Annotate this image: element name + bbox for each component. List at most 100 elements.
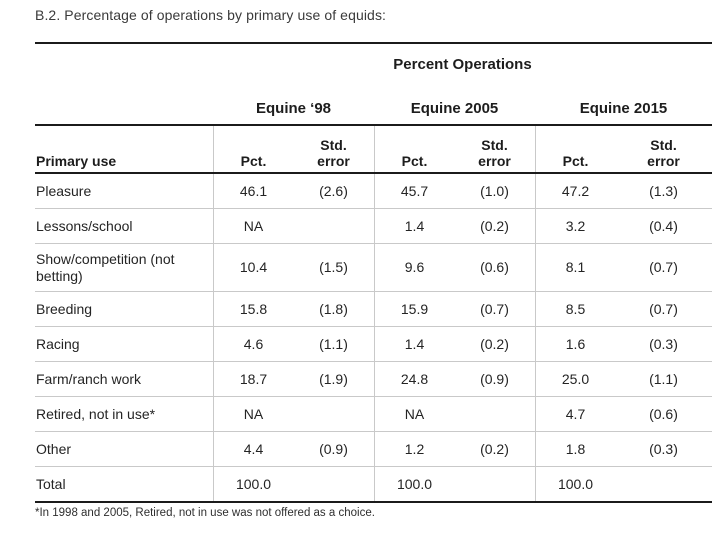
year-header-equine-98: Equine ‘98 [255,100,332,117]
std-label: Std. [650,136,677,153]
column-header-row: Primary use Pct. Std. error Pct. Std. er… [35,126,712,172]
error-label: error [478,152,511,169]
pct-cell: 8.5 [535,292,615,327]
year-header-row: Equine ‘98 Equine 2005 Equine 2015 [35,84,712,124]
std-error-header-98: Std. error [293,126,374,172]
pct-cell: 47.2 [535,174,615,208]
year-header-equine-2005: Equine 2005 [410,100,499,117]
std-error-cell: (0.7) [649,259,678,276]
std-error-cell: (0.6) [480,259,509,276]
pct-cell: 4.6 [213,327,293,362]
table-caption: B.2. Percentage of operations by primary… [35,7,387,23]
std-error-cell [293,397,374,431]
table-row: Other 4.4 (0.9) 1.2 (0.2) 1.8 (0.3) [35,432,712,468]
pct-cell: 100.0 [374,467,454,502]
year-header-equine-2015: Equine 2015 [579,100,668,117]
std-error-cell: (0.9) [319,440,348,457]
std-error-cell: (0.3) [649,440,678,457]
primary-use-header: Primary use [36,152,117,169]
table-row: Show/competition (not betting) 10.4 (1.5) 9… [35,244,712,293]
row-label: Farm/ranch work [36,370,142,387]
std-label: Std. [320,136,347,153]
std-error-cell: (1.8) [319,300,348,317]
table-body: Pleasure 46.1 (2.6) 45.7 (1.0) 47.2 (1.3) Lesso… [35,174,712,502]
pct-cell: 1.8 [535,432,615,467]
row-label: Racing [36,335,80,352]
pct-cell: 10.4 [213,244,293,292]
std-error-cell: (0.2) [480,440,509,457]
std-error-cell [454,397,535,431]
row-label: Total [36,475,66,492]
pct-cell: 45.7 [374,174,454,208]
std-error-cell: (1.1) [649,370,678,387]
table-row: Breeding 15.8 (1.8) 15.9 (0.7) 8.5 (0.7) [35,292,712,328]
table-row: Racing 4.6 (1.1) 1.4 (0.2) 1.6 (0.3) [35,327,712,363]
pct-cell: 4.7 [535,397,615,432]
pct-cell: NA [213,209,293,243]
row-label: Lessons/school [36,217,133,234]
footnote: *In 1998 and 2005, Retired, not in use w… [35,507,375,520]
pct-cell: 8.1 [535,244,615,292]
pct-cell: 15.8 [213,292,293,327]
pct-cell: 46.1 [213,174,293,208]
table-row: Lessons/school NA 1.4 (0.2) 3.2 (0.4) [35,209,712,244]
error-label: error [647,152,680,169]
percent-operations-header: Percent Operations [393,55,532,73]
bottom-rule [35,501,712,504]
table-row: Total 100.0 100.0 100.0 [35,467,712,502]
spanner-row: Percent Operations [35,44,712,84]
table-row: Pleasure 46.1 (2.6) 45.7 (1.0) 47.2 (1.3) [35,174,712,209]
pct-cell: 100.0 [535,467,615,502]
pct-cell: 9.6 [374,244,454,292]
std-error-cell: (2.6) [319,182,348,199]
std-error-header-2015: Std. error [615,126,712,172]
std-error-cell [454,467,535,501]
table-row: Retired, not in use* NA NA 4.7 (0.6) [35,397,712,433]
error-label: error [317,152,350,169]
table-row: Farm/ranch work 18.7 (1.9) 24.8 (0.9) 25.0 (1.… [35,362,712,398]
std-label: Std. [481,136,508,153]
row-label: Pleasure [36,182,92,199]
std-error-cell: (0.3) [649,335,678,352]
row-label: Other [36,440,72,457]
pct-cell: 25.0 [535,362,615,397]
pct-cell: NA [374,397,454,432]
pct-header-2015: Pct. [535,126,615,172]
row-label: Show/competition (not betting) [36,251,175,284]
header-bottom-rule [35,172,712,174]
pct-header-98: Pct. [213,126,293,172]
std-error-cell: (0.6) [649,405,678,422]
pct-header-2005: Pct. [374,126,454,172]
std-error-cell: (1.3) [649,182,678,199]
pct-cell: 18.7 [213,362,293,397]
std-error-cell: (0.7) [649,300,678,317]
std-error-cell: (0.9) [480,370,509,387]
year-header-spacer [35,84,213,124]
pct-cell: 3.2 [535,209,615,243]
row-label: Retired, not in use* [36,405,156,422]
std-error-cell: (0.2) [480,335,509,352]
pct-cell: 1.4 [374,209,454,243]
std-error-cell: (1.5) [319,259,348,276]
std-error-cell [293,209,374,243]
equids-primary-use-table: Percent Operations Equine ‘98 Equine 200… [35,42,712,519]
top-rule [35,42,712,44]
std-error-header-2005: Std. error [454,126,535,172]
std-error-cell: (1.1) [319,335,348,352]
row-label: Breeding [36,300,93,317]
pct-cell: NA [213,397,293,432]
pct-cell: 4.4 [213,432,293,467]
pct-cell: 1.4 [374,327,454,362]
pct-cell: 15.9 [374,292,454,327]
pct-cell: 100.0 [213,467,293,502]
std-error-cell: (0.2) [480,217,509,234]
std-error-cell: (0.4) [649,217,678,234]
std-error-cell: (0.7) [480,300,509,317]
std-error-cell [293,467,374,501]
pct-cell: 1.2 [374,432,454,467]
std-error-cell: (1.0) [480,182,509,199]
header-top-rule [35,124,712,126]
std-error-cell [615,467,712,501]
pct-cell: 24.8 [374,362,454,397]
